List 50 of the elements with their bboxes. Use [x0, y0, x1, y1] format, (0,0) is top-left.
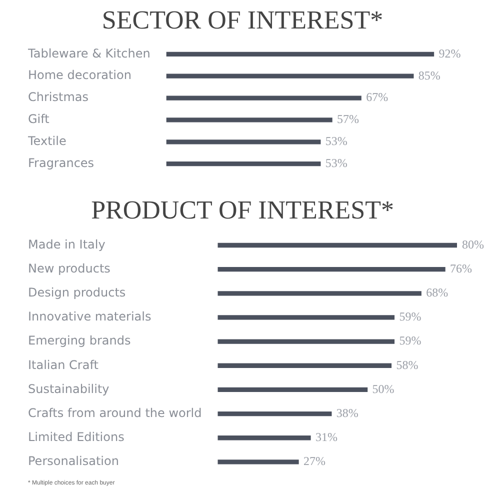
bar [218, 266, 446, 272]
y-tick-label: Emerging brands [28, 334, 131, 348]
bar [166, 74, 414, 78]
chart-title: SECTOR OF INTEREST* [102, 5, 384, 34]
data-label: 57% [337, 112, 360, 126]
bar [218, 436, 311, 440]
bar [218, 339, 395, 344]
bar [218, 242, 457, 248]
data-label: 50% [372, 382, 394, 396]
bar [218, 291, 422, 296]
y-tick-label: Christmas [28, 90, 89, 104]
bar [218, 460, 299, 464]
y-tick-label: Fragrances [28, 156, 94, 170]
bar [166, 140, 321, 144]
y-tick-label: Italian Craft [28, 358, 99, 372]
y-tick-label: New products [28, 261, 110, 276]
chart-title: PRODUCT OF INTEREST* [91, 195, 394, 224]
y-tick-label: Tableware & Kitchen [27, 46, 150, 60]
data-label: 67% [366, 90, 388, 104]
data-label: 92% [438, 46, 461, 60]
y-tick-label: Personalisation [28, 454, 119, 468]
bar [218, 411, 332, 416]
y-tick-label: Limited Editions [28, 430, 124, 444]
data-label: 59% [399, 334, 422, 348]
y-tick-label: Innovative materials [28, 310, 152, 324]
y-tick-label: Sustainability [28, 382, 110, 396]
y-tick-label: Made in Italy [28, 237, 106, 252]
y-tick-label: Crafts from around the world [28, 406, 202, 420]
data-label: 59% [399, 310, 422, 324]
data-label: 76% [450, 261, 472, 276]
data-label: 68% [426, 286, 448, 300]
data-label: 38% [336, 406, 358, 420]
y-tick-label: Gift [28, 112, 50, 126]
y-tick-label: Home decoration [28, 68, 132, 82]
y-tick-label: Design products [28, 286, 126, 300]
data-label: 53% [325, 134, 348, 148]
data-label: 80% [462, 237, 484, 252]
bar [166, 96, 362, 100]
bar [218, 315, 395, 320]
bar [166, 52, 434, 56]
bar [166, 118, 332, 122]
y-tick-label: Textile [27, 134, 66, 148]
data-label: 85% [418, 68, 440, 82]
data-label: 53% [325, 156, 348, 170]
data-label: 58% [396, 358, 418, 372]
bar [218, 363, 392, 368]
data-label: 31% [315, 430, 338, 444]
bar [218, 387, 368, 392]
data-label: 27% [303, 454, 326, 468]
bar [166, 162, 321, 166]
